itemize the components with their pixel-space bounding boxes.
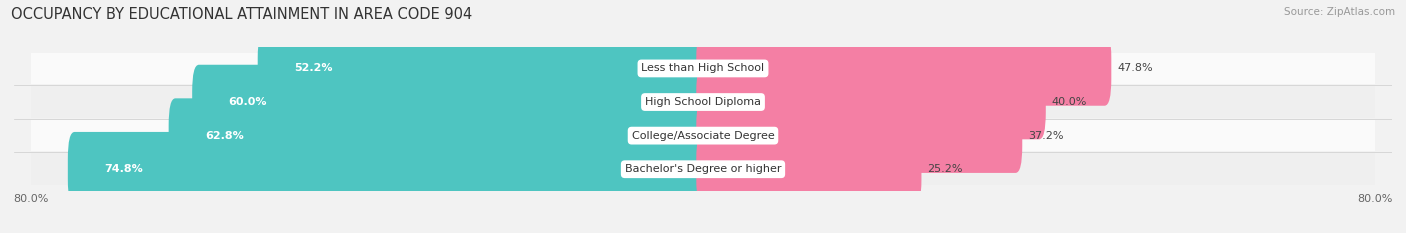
Text: 60.0%: 60.0% — [228, 97, 267, 107]
FancyBboxPatch shape — [696, 132, 921, 206]
Text: 47.8%: 47.8% — [1118, 63, 1153, 73]
Text: 74.8%: 74.8% — [104, 164, 142, 174]
Text: 25.2%: 25.2% — [928, 164, 963, 174]
FancyBboxPatch shape — [696, 65, 1046, 139]
Text: Less than High School: Less than High School — [641, 63, 765, 73]
Text: High School Diploma: High School Diploma — [645, 97, 761, 107]
Text: College/Associate Degree: College/Associate Degree — [631, 131, 775, 141]
FancyBboxPatch shape — [696, 98, 1022, 173]
Text: Source: ZipAtlas.com: Source: ZipAtlas.com — [1284, 7, 1395, 17]
Bar — [31, 154, 1375, 185]
Text: 52.2%: 52.2% — [294, 63, 332, 73]
Text: OCCUPANCY BY EDUCATIONAL ATTAINMENT IN AREA CODE 904: OCCUPANCY BY EDUCATIONAL ATTAINMENT IN A… — [11, 7, 472, 22]
FancyBboxPatch shape — [257, 31, 710, 106]
Text: Bachelor's Degree or higher: Bachelor's Degree or higher — [624, 164, 782, 174]
Text: 40.0%: 40.0% — [1052, 97, 1087, 107]
FancyBboxPatch shape — [169, 98, 710, 173]
Bar — [31, 120, 1375, 151]
FancyBboxPatch shape — [67, 132, 710, 206]
Bar — [31, 53, 1375, 84]
FancyBboxPatch shape — [193, 65, 710, 139]
Bar — [31, 86, 1375, 118]
FancyBboxPatch shape — [696, 31, 1111, 106]
Text: 37.2%: 37.2% — [1028, 131, 1064, 141]
Text: 62.8%: 62.8% — [205, 131, 243, 141]
